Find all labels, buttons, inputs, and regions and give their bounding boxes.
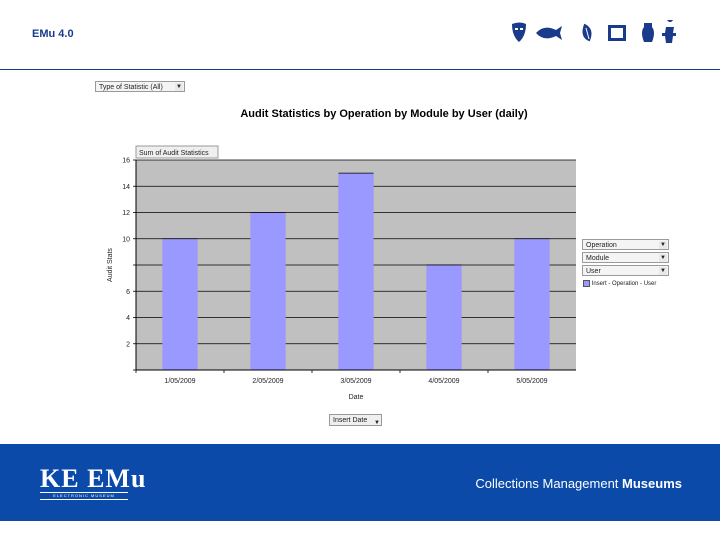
footer-banner: KE EMu ELECTRONIC MUSEUM Collections Man…	[0, 444, 720, 521]
data-field-button[interactable]	[135, 145, 219, 159]
leaf-icon	[581, 22, 593, 43]
ke-emu-logo: KE EMu	[40, 464, 147, 493]
chevron-down-icon: ▼	[659, 267, 667, 275]
chevron-down-icon: ▼	[374, 420, 380, 426]
data-field-label: Sum of Audit Statistics	[139, 150, 209, 157]
ke-emu-logo-subtitle: ELECTRONIC MUSEUM	[40, 492, 128, 500]
x-tick-label: 4/05/2009	[428, 378, 459, 385]
vase-icon	[642, 23, 654, 42]
y-tick-label: 12	[122, 210, 130, 217]
y-tick-label: 10	[122, 236, 130, 243]
app-title: EMu 4.0	[32, 28, 74, 40]
x-tick-label: 2/05/2009	[252, 378, 283, 385]
y-tick-label: 6	[126, 289, 130, 296]
bar	[250, 212, 286, 370]
y-axis-label: Audit Stats	[107, 248, 114, 282]
audit-chart: Audit Statistics by Operation by Module …	[107, 108, 576, 401]
legend-field-module[interactable]: Module ▼	[582, 252, 669, 263]
x-axis-ticks: 1/05/2009 2/05/2009 3/05/2009 4/05/2009 5/05…	[135, 370, 548, 385]
legend-field-label: User	[586, 268, 601, 275]
chevron-down-icon: ▼	[659, 254, 667, 262]
y-tick-label: 16	[122, 158, 130, 165]
page-field-value: (All)	[150, 84, 163, 91]
header-divider	[0, 69, 720, 70]
bar	[162, 238, 198, 370]
bars	[162, 172, 550, 370]
figure-icon	[662, 20, 676, 43]
legend-field-label: Operation	[586, 242, 617, 249]
footer-tagline: Collections Management Museums	[475, 476, 682, 491]
x-tick-label: 3/05/2009	[340, 378, 371, 385]
bar	[514, 238, 550, 370]
page-field-label: Type of Statistic	[99, 84, 149, 91]
y-tick-label: 2	[126, 341, 130, 348]
y-tick-label: 14	[122, 184, 130, 191]
fish-icon	[536, 26, 562, 40]
y-axis-ticks: 2 4 6 10 12 14 16	[122, 158, 136, 371]
chevron-down-icon: ▼	[175, 83, 183, 91]
legend-series-entry: Insert - Operation - User	[583, 280, 656, 287]
x-field-label: Insert Date	[333, 417, 368, 424]
x-tick-label: 1/05/2009	[164, 378, 195, 385]
museum-logo-strip	[512, 20, 676, 43]
chevron-down-icon: ▼	[659, 241, 667, 249]
tagline-bold: Museums	[622, 476, 682, 491]
y-tick-label: 4	[126, 315, 130, 322]
page-field-dropdown[interactable]: Type of Statistic (All) ▼	[95, 81, 185, 92]
bar	[338, 173, 374, 370]
mask-icon	[512, 22, 526, 42]
legend-series-label: Insert - Operation - User	[591, 281, 657, 288]
chart-title: Audit Statistics by Operation by Module …	[240, 108, 528, 120]
legend-field-user[interactable]: User ▼	[582, 265, 669, 276]
frame-icon	[608, 25, 626, 41]
legend-swatch	[583, 280, 590, 287]
legend-field-label: Module	[586, 255, 609, 262]
legend-field-operation[interactable]: Operation ▼	[582, 239, 669, 250]
tagline-regular: Collections Management	[475, 476, 619, 491]
bar	[426, 265, 462, 370]
x-axis-label: Date	[349, 394, 364, 401]
x-field-button[interactable]: Insert Date ▼	[329, 414, 382, 426]
x-tick-label: 5/05/2009	[516, 378, 547, 385]
